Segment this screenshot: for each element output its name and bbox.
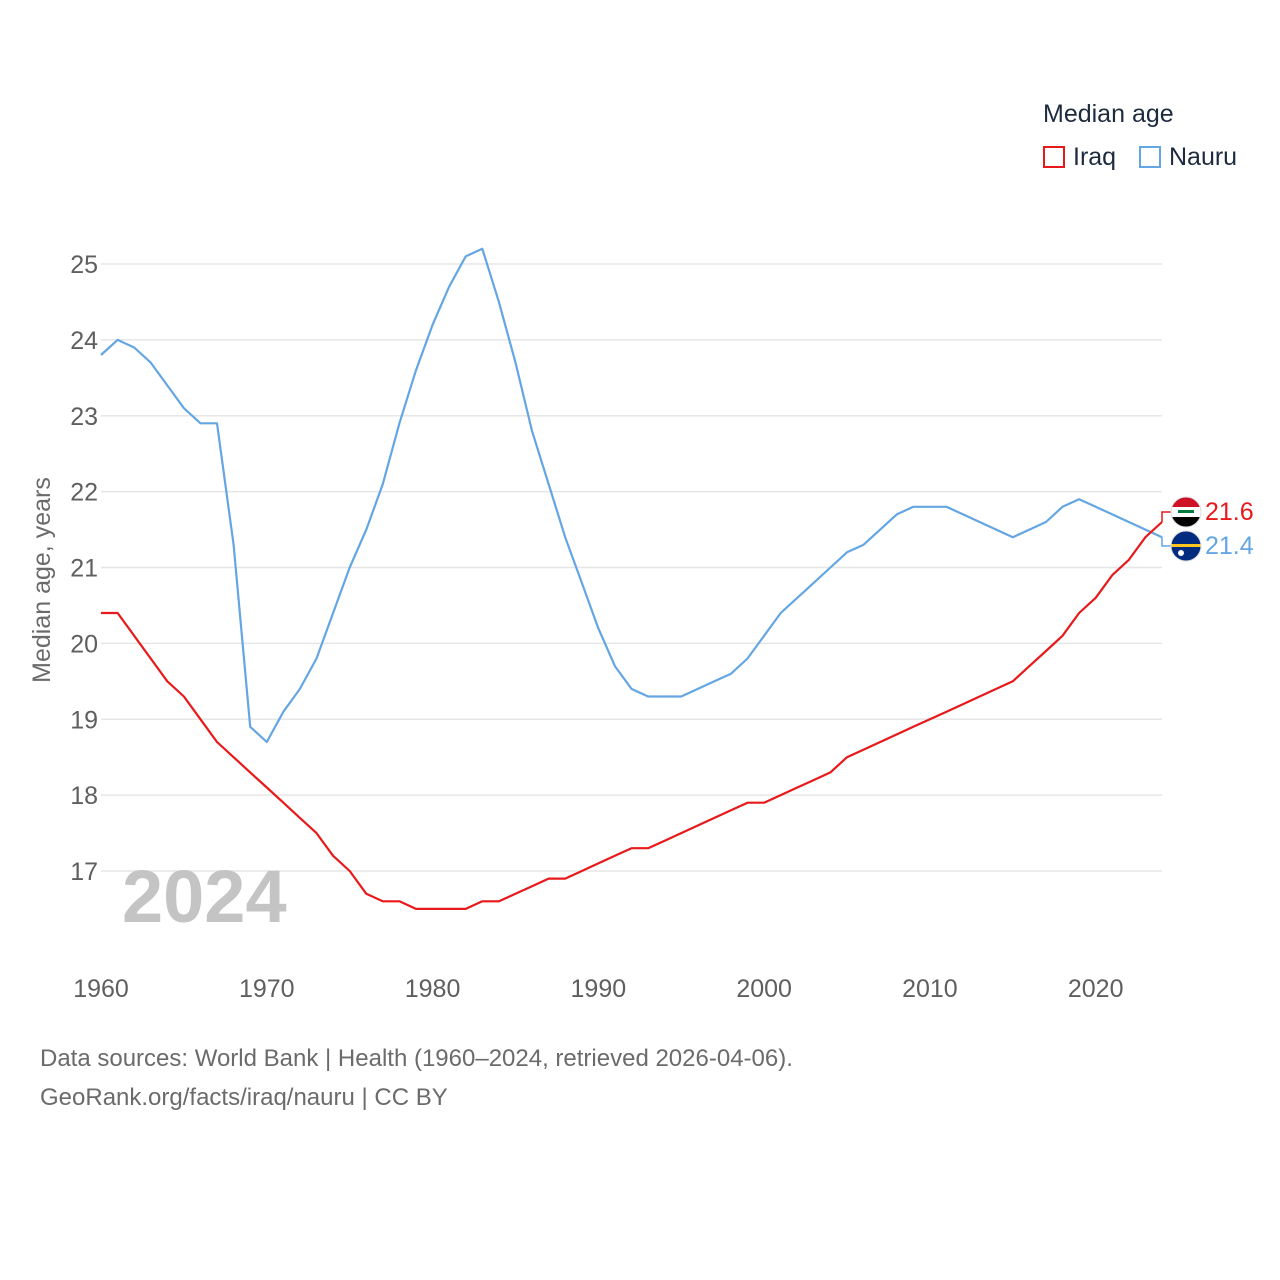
iraq-flag-icon [1170,496,1202,528]
legend-swatch-nauru [1139,146,1161,168]
legend-item-nauru[interactable]: Nauru [1139,142,1237,172]
y-tick-label: 21 [70,555,98,583]
year-watermark: 2024 [122,855,287,938]
legend-title: Median age [1043,100,1174,128]
x-tick-label: 2010 [902,975,958,1003]
legend-swatch-iraq [1043,146,1065,168]
y-tick-label: 18 [70,782,98,810]
x-tick-label: 1970 [239,975,295,1003]
legend-item-iraq[interactable]: Iraq [1043,142,1116,172]
end-label-iraq: 21.6 [1205,498,1254,526]
y-axis-ticks: 17 18 19 20 21 22 23 24 25 [70,251,98,886]
x-tick-label: 1990 [571,975,627,1003]
y-tick-label: 22 [70,479,98,507]
end-markers: 21.6 21.4 [1161,496,1254,562]
y-axis-label: Median age, years [28,477,56,683]
legend-label-iraq: Iraq [1073,142,1117,171]
nauru-flag-icon [1170,530,1202,562]
y-tick-label: 20 [70,630,98,658]
legend-label-nauru: Nauru [1169,142,1238,171]
series-line-nauru [100,247,1163,744]
x-tick-label: 2020 [1068,975,1124,1003]
gridlines [101,263,1162,872]
leader-line-iraq [1161,511,1172,522]
y-tick-label: 25 [70,251,98,279]
x-axis-ticks: 1960 1970 1980 1990 2000 2010 2020 [73,975,1123,1003]
x-tick-label: 1980 [405,975,461,1003]
end-label-nauru: 21.4 [1205,532,1254,560]
x-tick-label: 2000 [736,975,792,1003]
leader-line-nauru [1161,537,1172,547]
series-lines [100,247,1163,911]
series-line-iraq [101,521,1163,911]
x-tick-label: 1960 [73,975,129,1003]
footer-sources: Data sources: World Bank | Health (1960–… [40,1045,793,1072]
y-tick-label: 23 [70,403,98,431]
footer-attribution[interactable]: GeoRank.org/facts/iraq/nauru | CC BY [40,1084,448,1111]
y-tick-label: 19 [70,706,98,734]
y-tick-label: 24 [70,327,98,355]
y-tick-label: 17 [70,858,98,886]
